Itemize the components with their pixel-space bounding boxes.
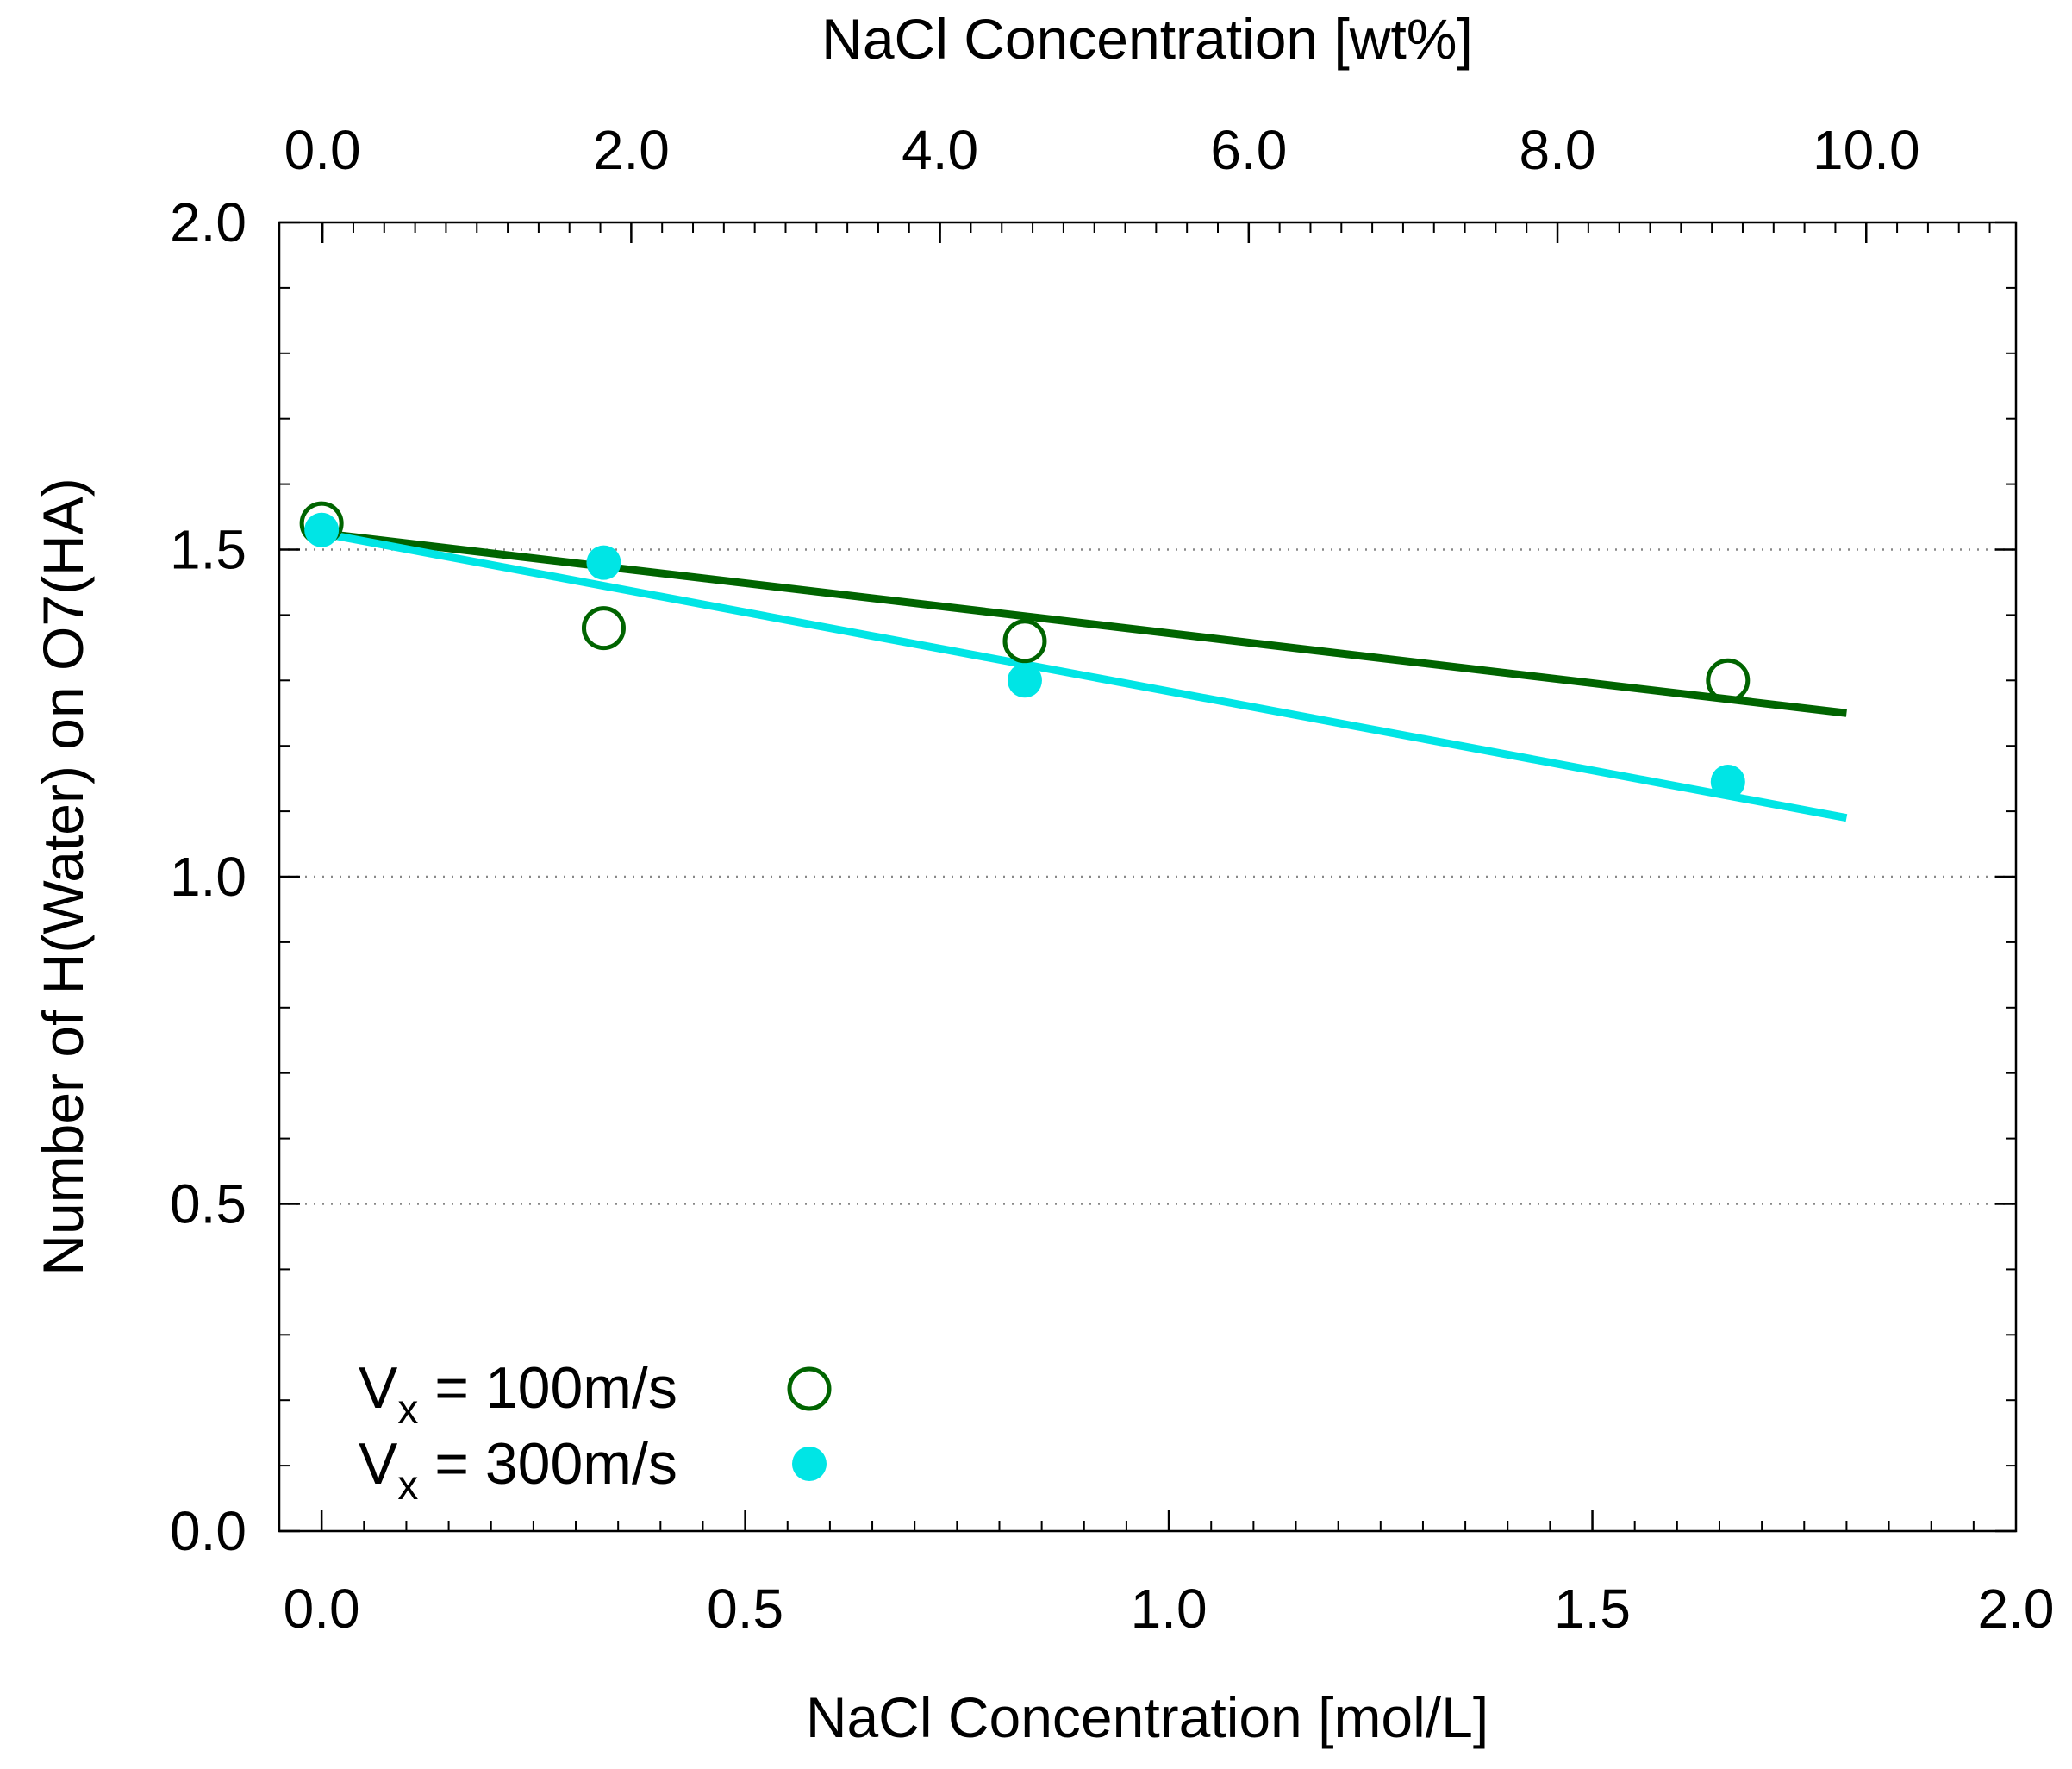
y-tick-label: 0.0 — [170, 1500, 247, 1562]
fit-line-300 — [321, 529, 1848, 822]
x2-tick-label: 0.0 — [284, 119, 361, 181]
x2-tick-label: 6.0 — [1210, 119, 1287, 181]
x2-tick-label: 4.0 — [902, 119, 978, 181]
data-point-100 — [1706, 658, 1751, 703]
plot-frame — [278, 221, 2018, 1533]
x2-tick-label: 2.0 — [593, 119, 670, 181]
x-tick-label: 0.0 — [284, 1578, 360, 1640]
minor-ticks — [279, 222, 2016, 1532]
legend: Vx = 100m/s Vx = 300m/s — [359, 1355, 832, 1509]
legend-marker-100 — [787, 1366, 832, 1411]
data-points — [299, 501, 1751, 799]
legend-label-100: Vx = 100m/s — [359, 1355, 677, 1433]
x-axis-title: NaCl Concentration [mol/L] — [806, 1685, 1488, 1749]
data-point-300 — [304, 512, 340, 547]
y-tick-label: 2.0 — [170, 191, 247, 253]
fit-line-100 — [321, 529, 1847, 717]
data-point-300 — [586, 545, 621, 580]
data-point-300 — [1710, 764, 1745, 799]
x2-axis-title: NaCl Concentration [wt%] — [821, 7, 1473, 71]
x-tick-label: 1.5 — [1554, 1578, 1631, 1640]
legend-label-300: Vx = 300m/s — [359, 1431, 677, 1509]
legend-entry-100: Vx = 100m/s — [359, 1355, 832, 1433]
x-tick-label: 2.0 — [1978, 1578, 2055, 1640]
x2-tick-label: 10.0 — [1813, 119, 1920, 181]
x-tick-label: 1.0 — [1131, 1578, 1208, 1640]
y-axis-title: Number of H(Water) on O7(HA) — [31, 478, 95, 1275]
x2-tick-label: 8.0 — [1520, 119, 1596, 181]
grid-lines — [279, 548, 2016, 1205]
legend-marker-300 — [792, 1447, 827, 1481]
x-tick-label: 0.5 — [707, 1578, 783, 1640]
y-tick-label: 0.5 — [170, 1173, 247, 1235]
legend-entry-300: Vx = 300m/s — [359, 1431, 827, 1509]
major-ticks — [279, 221, 2016, 1533]
data-point-100 — [581, 606, 626, 651]
y-tick-label: 1.5 — [170, 519, 247, 581]
data-point-100 — [1002, 619, 1047, 664]
tick-labels: 0.0 0.5 1.0 1.5 2.0 0.0 0.5 1.0 1.5 2.0 0.0 2.0 4.0 6… — [170, 119, 2054, 1640]
fit-lines — [321, 529, 1848, 822]
y-tick-label: 1.0 — [170, 846, 247, 908]
data-point-300 — [1007, 663, 1042, 698]
